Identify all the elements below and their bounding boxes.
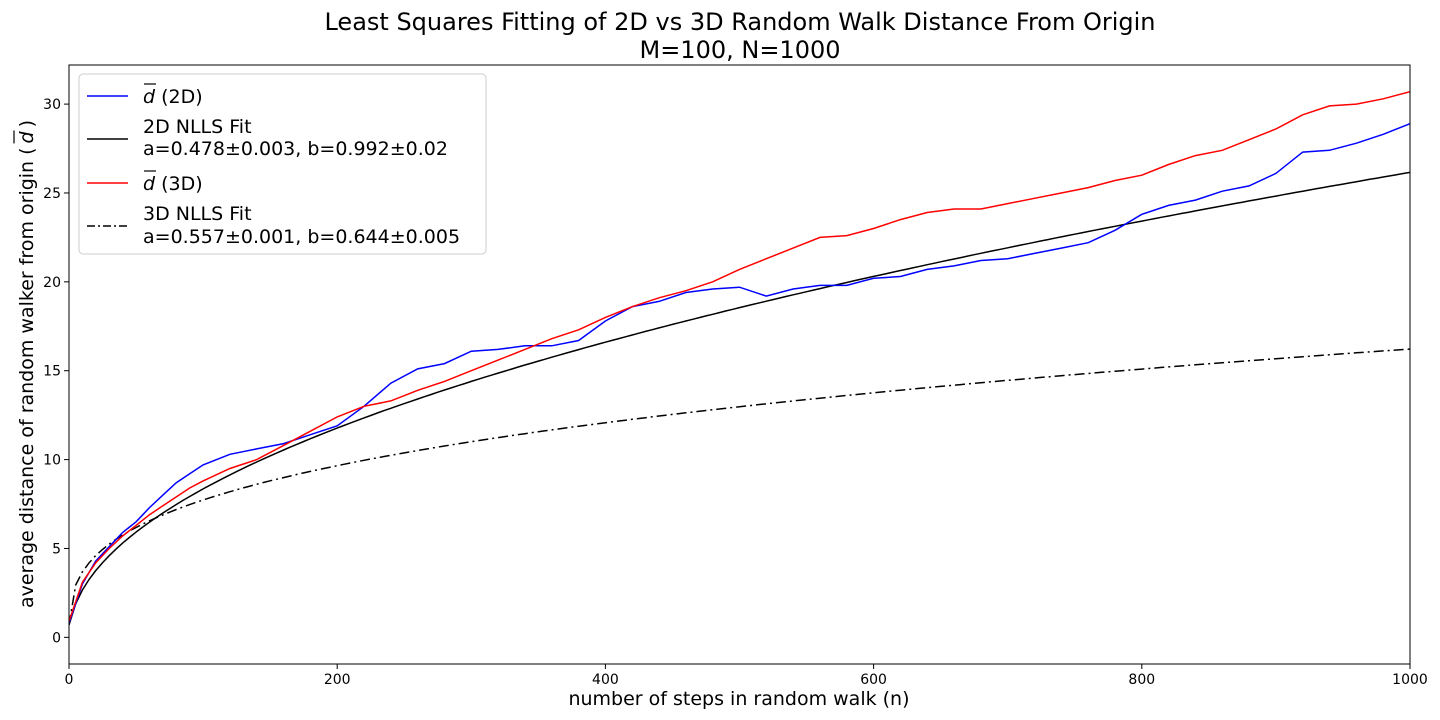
legend-params-2d-fit: a=0.478±0.003, b=0.992±0.02	[143, 138, 448, 160]
legend-symbol-2d: d	[143, 86, 156, 108]
legend-box	[78, 73, 487, 255]
legend-label-2d-fit: 2D NLLS Fit	[143, 116, 252, 138]
x-tick-label: 800	[1128, 672, 1155, 688]
legend-label-2d: d (2D)	[143, 86, 203, 108]
x-tick-label: 200	[324, 672, 351, 688]
x-tick-label: 1000	[1392, 672, 1428, 688]
legend-label-3d: d (3D)	[143, 173, 203, 195]
x-tick-label: 400	[592, 672, 619, 688]
y-tick-label: 0	[52, 630, 61, 646]
svg-text:average distance of random wal: average distance of random walker from o…	[16, 120, 38, 608]
chart-subtitle: M=100, N=1000	[639, 36, 840, 64]
x-axis-ticks: 0 200 400 600 800 1000	[65, 664, 1428, 688]
x-tick-label: 0	[65, 672, 74, 688]
y-tick-label: 25	[43, 186, 61, 202]
y-axis-label-prefix: average distance of random walker from o…	[16, 147, 38, 608]
x-tick-label: 600	[860, 672, 887, 688]
series-line-3d-fit	[69, 348, 1410, 626]
legend-name-2d: (2D)	[161, 86, 203, 108]
series-line-3d	[69, 90, 1410, 622]
legend-label-3d-fit: 3D NLLS Fit	[143, 203, 252, 225]
y-axis-label-suffix: )	[16, 120, 38, 127]
legend: d (2D) 2D NLLS Fit a=0.478±0.003, b=0.992…	[78, 73, 487, 255]
series-line-2d	[69, 123, 1410, 624]
y-axis-label: average distance of random walker from o…	[13, 120, 38, 608]
x-axis-label: number of steps in random walk (n)	[568, 688, 909, 710]
y-tick-label: 10	[43, 453, 61, 469]
plot-lines	[69, 90, 1410, 626]
series-line-2d-fit	[69, 171, 1410, 626]
legend-params-3d-fit: a=0.557±0.001, b=0.644±0.005	[143, 226, 460, 248]
y-tick-label: 20	[43, 275, 61, 291]
chart-title: Least Squares Fitting of 2D vs 3D Random…	[324, 8, 1155, 36]
y-tick-label: 30	[43, 97, 61, 113]
legend-name-3d: (3D)	[161, 173, 203, 195]
legend-symbol-3d: d	[143, 173, 156, 195]
y-axis-ticks: 0 5 10 15 20 25 30	[43, 97, 69, 646]
y-tick-label: 15	[43, 364, 61, 380]
plot-frame	[68, 64, 1411, 665]
y-axis-label-symbol: d	[16, 130, 38, 143]
y-tick-label: 5	[52, 541, 61, 557]
